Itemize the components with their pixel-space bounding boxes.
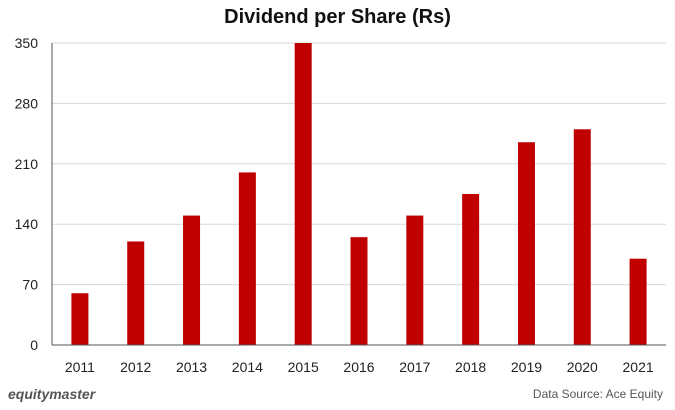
y-tick-label: 70 bbox=[22, 277, 38, 293]
bar-2020 bbox=[573, 129, 591, 345]
y-tick-label: 210 bbox=[15, 156, 39, 172]
x-tick-label: 2019 bbox=[511, 359, 542, 375]
x-tick-labels: 2011 2012 2013 2014 2015 2016 2017 2018 2019 2020… bbox=[65, 359, 654, 375]
bar-2021 bbox=[629, 258, 647, 345]
y-tick-label: 0 bbox=[30, 337, 38, 353]
bars bbox=[71, 43, 647, 345]
brand-logo-text: equitymaster bbox=[8, 386, 96, 402]
x-tick-label: 2020 bbox=[567, 359, 598, 375]
bar-2015 bbox=[294, 43, 312, 345]
bar-2011 bbox=[71, 293, 89, 345]
y-tick-label: 140 bbox=[15, 216, 39, 232]
x-tick-label: 2011 bbox=[65, 359, 95, 375]
bar-2012 bbox=[127, 241, 145, 345]
bar-2019 bbox=[517, 142, 535, 345]
x-tick-label: 2018 bbox=[455, 359, 486, 375]
axes bbox=[51, 43, 666, 346]
x-tick-label: 2016 bbox=[343, 359, 374, 375]
bar-2018 bbox=[462, 194, 480, 345]
y-tick-labels: 0 70 140 210 280 350 bbox=[15, 35, 39, 353]
x-tick-label: 2012 bbox=[120, 359, 151, 375]
x-tick-label: 2014 bbox=[232, 359, 263, 375]
y-tick-label: 350 bbox=[15, 35, 39, 51]
x-tick-label: 2013 bbox=[176, 359, 207, 375]
bar-2013 bbox=[183, 215, 201, 345]
chart-title: Dividend per Share (Rs) bbox=[224, 6, 451, 28]
x-tick-label: 2021 bbox=[623, 359, 654, 375]
bar-2017 bbox=[406, 215, 424, 345]
bar-2014 bbox=[238, 172, 256, 345]
x-tick-label: 2015 bbox=[288, 359, 319, 375]
bar-2016 bbox=[350, 237, 368, 345]
y-tick-label: 280 bbox=[15, 95, 39, 111]
data-source-note: Data Source: Ace Equity bbox=[532, 387, 663, 401]
x-tick-label: 2017 bbox=[399, 359, 430, 375]
